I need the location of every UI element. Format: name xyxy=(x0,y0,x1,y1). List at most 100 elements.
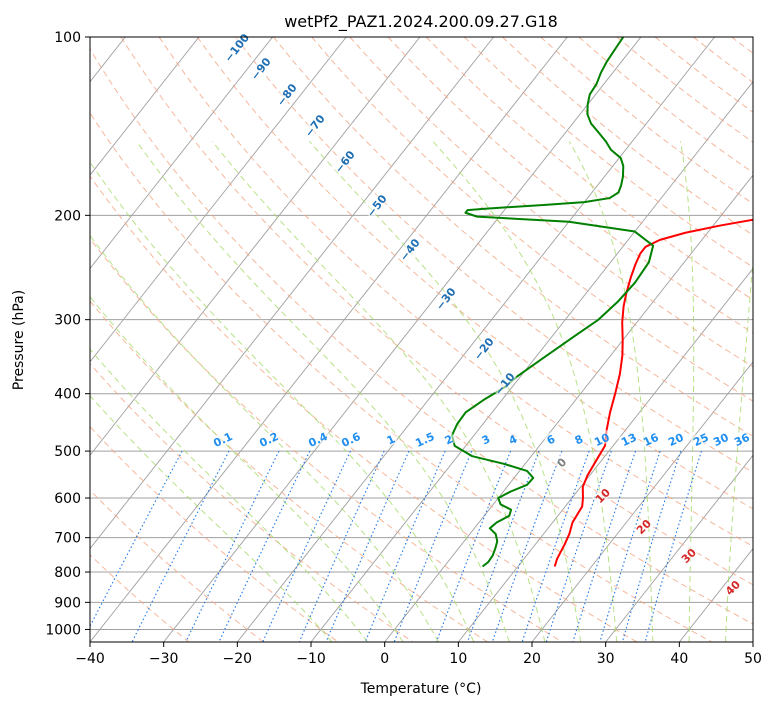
x-tick-label: −20 xyxy=(223,651,253,667)
label-backdrop xyxy=(247,54,273,83)
moist-adiabat-line xyxy=(308,140,582,642)
label-backdrop xyxy=(721,576,744,599)
label-backdrop xyxy=(208,428,237,450)
label-backdrop xyxy=(331,147,357,176)
label-backdrop xyxy=(477,431,494,447)
isotherm-line xyxy=(457,267,753,642)
isotherm-line xyxy=(163,37,642,642)
label-backdrop xyxy=(689,429,712,449)
background-lines xyxy=(90,37,753,642)
y-tick-label: 800 xyxy=(54,565,81,581)
mixing-ratio-label: 30 xyxy=(711,431,731,449)
dry-adiabat-line xyxy=(196,37,753,510)
label-backdrop xyxy=(273,80,299,109)
y-tick-label: 500 xyxy=(54,444,81,460)
isotherm-line xyxy=(90,37,421,456)
dry-adiabat-line xyxy=(90,48,753,625)
y-tick-label: 1000 xyxy=(45,622,81,638)
label-backdrop xyxy=(410,428,439,450)
isotherm-line xyxy=(90,37,200,176)
mixing-ratio-label: 20 xyxy=(666,431,686,449)
label-backdrop xyxy=(632,515,655,538)
moist-adiabat-line xyxy=(680,141,695,642)
y-tick-label: 200 xyxy=(54,208,81,224)
y-tick-label: 600 xyxy=(54,491,81,507)
isotherm-line xyxy=(605,454,753,642)
moist-adiabat-line xyxy=(136,141,510,642)
isotherm-line xyxy=(236,37,715,642)
label-backdrop xyxy=(336,428,365,450)
mixing-ratio-line xyxy=(393,450,473,642)
mixing-ratio-line xyxy=(262,450,351,642)
dry-adiabat-line xyxy=(120,37,753,586)
isotherm-line xyxy=(90,37,494,550)
dry-adiabat-line xyxy=(90,175,638,642)
y-axis-label: Pressure (hPa) xyxy=(11,290,27,390)
y-tick-label: 700 xyxy=(54,531,81,547)
isotherm-line xyxy=(531,361,753,642)
label-backdrop xyxy=(553,454,570,471)
mixing-ratio-line xyxy=(90,450,183,628)
label-backdrop xyxy=(590,429,613,449)
chart-title: wetPf2_PAZ1.2024.200.09.27.G18 xyxy=(284,12,558,32)
label-backdrop xyxy=(639,429,662,449)
isotherm-line xyxy=(90,37,347,363)
temperature-profile-line xyxy=(553,218,753,567)
x-tick-label: −30 xyxy=(149,651,179,667)
mixing-ratio-label: 13 xyxy=(619,431,638,449)
moist-adiabat-line xyxy=(211,141,546,642)
x-tick-label: 0 xyxy=(380,651,389,667)
x-axis-label: Temperature (°C) xyxy=(360,681,482,697)
dry-adiabat-line xyxy=(90,237,563,642)
dry-adiabat-line xyxy=(235,37,753,473)
mixing-ratio-line xyxy=(491,450,563,642)
x-tick-label: −40 xyxy=(75,651,105,667)
moist-adiabat-line xyxy=(432,140,618,642)
label-backdrop xyxy=(363,191,389,220)
isotherm-line xyxy=(310,80,753,642)
moist-adiabat-line xyxy=(90,348,369,642)
label-backdrop xyxy=(542,431,559,447)
moist-adiabat-line xyxy=(90,295,404,642)
mixing-ratio-line xyxy=(644,450,703,642)
label-backdrop xyxy=(470,334,496,363)
label-backdrop xyxy=(303,428,332,450)
axes: −40 −30 −20 −10 0 10 20 30 40 50 100 200 300 400 500 60… xyxy=(45,30,762,667)
dry-adiabat-line xyxy=(90,300,488,642)
label-backdrop xyxy=(730,429,753,449)
mixing-ratio-line xyxy=(435,450,512,642)
label-backdrop xyxy=(504,431,521,447)
label-backdrop xyxy=(382,431,399,447)
mixing-ratio-label: 16 xyxy=(641,431,661,449)
dewpoint-profile-line xyxy=(451,37,655,568)
label-backdrop xyxy=(301,111,327,140)
label-backdrop xyxy=(432,284,458,313)
mixing-ratio-line xyxy=(572,450,637,642)
mixing-ratio-label: 10 xyxy=(592,431,612,449)
label-backdrop xyxy=(440,431,457,447)
moist-adiabat-line xyxy=(90,161,475,642)
mixing-ratio-line xyxy=(466,450,540,642)
x-tick-label: 40 xyxy=(670,651,688,667)
mixing-ratio-label: 25 xyxy=(691,431,710,449)
dry-adiabat-line xyxy=(90,554,190,642)
label-backdrop xyxy=(709,429,732,449)
mixing-ratio-line xyxy=(185,450,280,642)
y-tick-label: 900 xyxy=(54,595,81,611)
x-tick-label: −10 xyxy=(296,651,326,667)
mixing-ratio-line xyxy=(218,450,311,642)
dry-adiabat-line xyxy=(90,112,712,642)
x-tick-label: 50 xyxy=(744,651,762,667)
x-tick-label: 20 xyxy=(523,651,541,667)
x-tick-label: 10 xyxy=(449,651,467,667)
dry-adiabat-line xyxy=(273,37,753,437)
x-tick-label: 30 xyxy=(597,651,615,667)
y-tick-label: 400 xyxy=(54,387,81,403)
dry-adiabat-line xyxy=(90,425,339,642)
y-tick-label: 300 xyxy=(54,313,81,329)
isotherm-line xyxy=(90,37,568,642)
label-backdrop xyxy=(677,544,700,567)
dry-adiabat-line xyxy=(158,37,753,547)
mixing-ratio-line xyxy=(545,450,612,642)
